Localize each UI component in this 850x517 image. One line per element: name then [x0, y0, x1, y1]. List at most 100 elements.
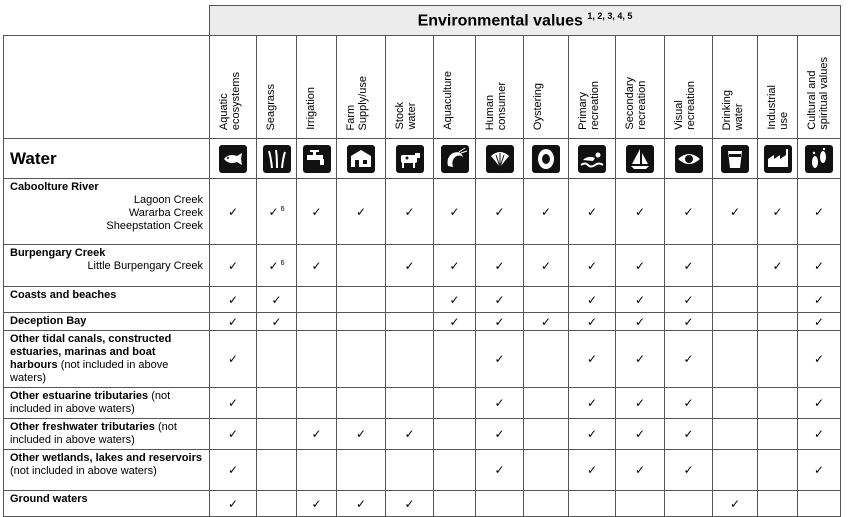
value-cell: ✓	[615, 387, 665, 419]
value-cell: ✓	[209, 490, 257, 517]
value-cell: ✓	[615, 418, 665, 450]
value-cell: ✓	[523, 178, 569, 245]
value-cell	[256, 418, 297, 450]
check-mark: ✓	[494, 352, 505, 366]
check-mark: ✓	[729, 204, 741, 219]
check-mark: ✓	[813, 292, 825, 307]
water-name: Caboolture River	[10, 181, 99, 193]
value-cell: ✓	[757, 178, 798, 245]
table-row: Coasts and beaches ✓ ✓ ✓ ✓ ✓ ✓ ✓ ✓	[3, 286, 841, 313]
shell-icon	[485, 144, 514, 173]
value-cell: ✓	[568, 312, 616, 331]
water-note: (not included in above waters)	[10, 359, 169, 384]
value-cell: ✓	[615, 312, 665, 331]
tap-icon	[302, 144, 331, 173]
value-cell: ✓	[209, 286, 257, 313]
check-mark: ✓	[683, 352, 694, 366]
check-mark: ✓	[494, 396, 505, 410]
check-mark: ✓	[683, 258, 694, 273]
table-row: Other freshwater tributaries (not includ…	[3, 418, 841, 450]
sub-water-name: Wararba Creek	[128, 207, 203, 219]
value-cell	[757, 330, 798, 388]
value-cell	[523, 330, 569, 388]
value-cell: ✓	[209, 244, 257, 287]
check-mark: ✓	[813, 314, 825, 329]
check-mark: ✓	[268, 204, 279, 219]
value-cell: ✓	[664, 312, 713, 331]
check-mark: ✓	[586, 463, 598, 477]
column-header-1: Seagrass	[256, 35, 297, 139]
value-cell	[296, 449, 337, 491]
value-cell	[757, 449, 798, 491]
value-cell: ✓	[475, 178, 524, 245]
column-label: Visual recreation	[673, 81, 697, 130]
check-mark: ✓	[449, 314, 460, 329]
column-icon-cell-6	[475, 138, 524, 179]
check-mark: ✓	[540, 314, 552, 329]
column-icon-cell-10	[664, 138, 713, 179]
column-label: Cultural and spiritual values	[806, 57, 830, 130]
check-mark: ✓	[404, 496, 415, 511]
check-mark: ✓	[634, 427, 646, 441]
check-mark: ✓	[540, 258, 552, 273]
table-row: Other wetlands, lakes and reservoirs (no…	[3, 449, 841, 491]
value-cell: ✓	[475, 387, 524, 419]
column-icon-cell-2	[296, 138, 337, 179]
check-mark: ✓	[494, 427, 505, 441]
check-mark: ✓	[404, 204, 415, 219]
value-cell: ✓	[797, 244, 841, 287]
footnote-ref: 6	[280, 259, 285, 267]
value-cell: ✓	[568, 244, 616, 287]
value-cell	[712, 286, 758, 313]
value-cell: ✓	[209, 330, 257, 388]
column-label: Human consumer	[484, 81, 508, 130]
check-mark: ✓	[586, 292, 598, 307]
value-cell	[712, 330, 758, 388]
check-mark: ✓	[227, 496, 239, 511]
value-cell: ✓	[712, 490, 758, 517]
value-cell	[475, 490, 524, 517]
sailboat-icon	[626, 144, 654, 173]
value-cell: ✓	[664, 418, 713, 450]
value-cell: ✓	[296, 418, 337, 450]
value-cell	[256, 330, 297, 388]
value-cell	[523, 449, 569, 491]
environmental-values-header: Environmental values 1, 2, 3, 4, 5	[209, 5, 841, 36]
value-cell	[712, 387, 758, 419]
check-mark: ✓	[227, 463, 239, 477]
water-name-cell: Ground waters	[3, 490, 210, 517]
check-mark: ✓	[494, 314, 505, 329]
check-mark: ✓	[404, 258, 415, 273]
column-icon-cell-13	[797, 138, 841, 179]
check-mark: ✓	[772, 258, 783, 273]
value-cell: ✓	[797, 387, 841, 419]
value-cell	[757, 312, 798, 331]
value-cell	[296, 312, 337, 331]
value-cell	[523, 490, 569, 517]
check-mark: ✓	[634, 352, 646, 366]
value-cell: ✓	[664, 178, 713, 245]
value-cell: ✓	[615, 449, 665, 491]
water-note: (not included in above waters)	[10, 421, 177, 446]
value-cell	[336, 449, 386, 491]
value-cell	[385, 330, 434, 388]
check-mark: ✓	[683, 396, 694, 410]
water-name-cell: Other estuarine tributaries (not include…	[3, 387, 210, 419]
value-cell: ✓	[568, 418, 616, 450]
value-cell: ✓	[209, 312, 257, 331]
value-cell: ✓ 6	[256, 244, 297, 287]
column-label: Aquaculture	[442, 71, 454, 130]
cup-icon	[721, 144, 749, 173]
column-header-5: Aquaculture	[433, 35, 476, 139]
check-mark: ✓	[227, 427, 239, 441]
check-mark: ✓	[355, 496, 367, 511]
sub-water-name: Lagoon Creek	[133, 194, 203, 206]
value-cell	[568, 490, 616, 517]
value-cell	[523, 286, 569, 313]
footnote-ref: 6	[280, 205, 285, 213]
value-cell	[712, 418, 758, 450]
check-mark: ✓	[586, 396, 598, 410]
eye-icon	[674, 144, 703, 173]
column-label: Farm Supply/use	[345, 75, 369, 130]
value-cell: ✓	[797, 418, 841, 450]
